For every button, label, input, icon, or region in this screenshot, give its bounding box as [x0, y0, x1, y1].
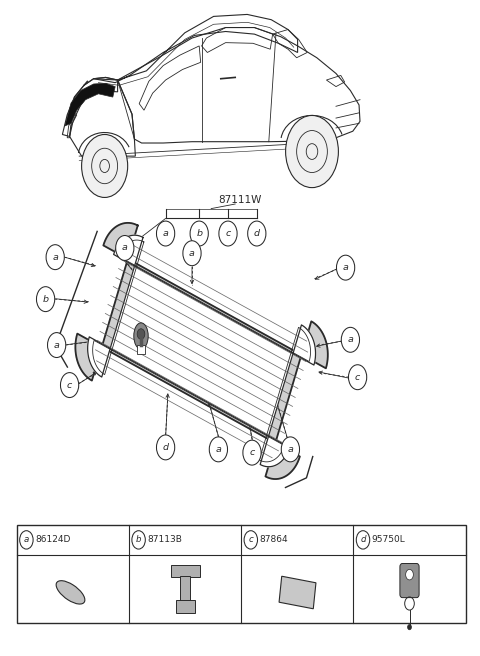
Circle shape — [244, 531, 258, 549]
Text: 87113B: 87113B — [147, 535, 182, 544]
Circle shape — [341, 327, 360, 352]
Text: a: a — [343, 263, 348, 272]
Text: 87864: 87864 — [260, 535, 288, 544]
Circle shape — [243, 440, 261, 465]
Text: c: c — [250, 448, 254, 457]
Circle shape — [248, 221, 266, 246]
Text: c: c — [226, 229, 230, 238]
Text: c: c — [67, 380, 72, 390]
Polygon shape — [75, 223, 328, 479]
Circle shape — [281, 437, 300, 462]
Text: 86124D: 86124D — [35, 535, 71, 544]
Text: a: a — [54, 340, 60, 350]
Text: d: d — [360, 535, 366, 544]
Polygon shape — [88, 236, 315, 466]
Text: a: a — [163, 229, 168, 238]
Text: c: c — [355, 373, 360, 382]
Text: c: c — [249, 535, 253, 544]
Circle shape — [348, 365, 367, 390]
Text: a: a — [52, 253, 58, 262]
Circle shape — [408, 625, 411, 630]
Circle shape — [336, 255, 355, 280]
Circle shape — [137, 329, 145, 339]
Text: a: a — [24, 535, 29, 544]
Circle shape — [209, 437, 228, 462]
Circle shape — [183, 241, 201, 266]
Circle shape — [46, 245, 64, 270]
Text: a: a — [216, 445, 221, 454]
Bar — [176, 600, 195, 613]
Circle shape — [132, 531, 145, 549]
Circle shape — [36, 287, 55, 312]
Circle shape — [48, 333, 66, 358]
Circle shape — [406, 569, 413, 580]
Circle shape — [286, 115, 338, 188]
Text: b: b — [43, 295, 48, 304]
Bar — [180, 576, 190, 601]
Text: a: a — [288, 445, 293, 454]
Bar — [17, 525, 466, 623]
Text: a: a — [189, 249, 195, 258]
Text: 95750L: 95750L — [372, 535, 406, 544]
Bar — [171, 565, 200, 577]
Circle shape — [116, 236, 134, 260]
Circle shape — [20, 531, 33, 549]
Bar — [137, 345, 145, 354]
Text: a: a — [122, 243, 128, 253]
Text: b: b — [196, 229, 202, 238]
Circle shape — [156, 435, 175, 460]
Circle shape — [82, 134, 128, 197]
Circle shape — [219, 221, 237, 246]
Text: d: d — [163, 443, 168, 452]
Ellipse shape — [134, 323, 148, 349]
Text: b: b — [136, 535, 141, 544]
Polygon shape — [65, 83, 115, 126]
Ellipse shape — [56, 581, 85, 604]
Text: a: a — [348, 335, 353, 344]
Circle shape — [356, 531, 370, 549]
Text: 87111W: 87111W — [218, 195, 262, 205]
Bar — [279, 576, 316, 609]
Circle shape — [60, 373, 79, 398]
Circle shape — [190, 221, 208, 246]
Circle shape — [156, 221, 175, 246]
Text: d: d — [254, 229, 260, 238]
FancyBboxPatch shape — [400, 564, 419, 598]
